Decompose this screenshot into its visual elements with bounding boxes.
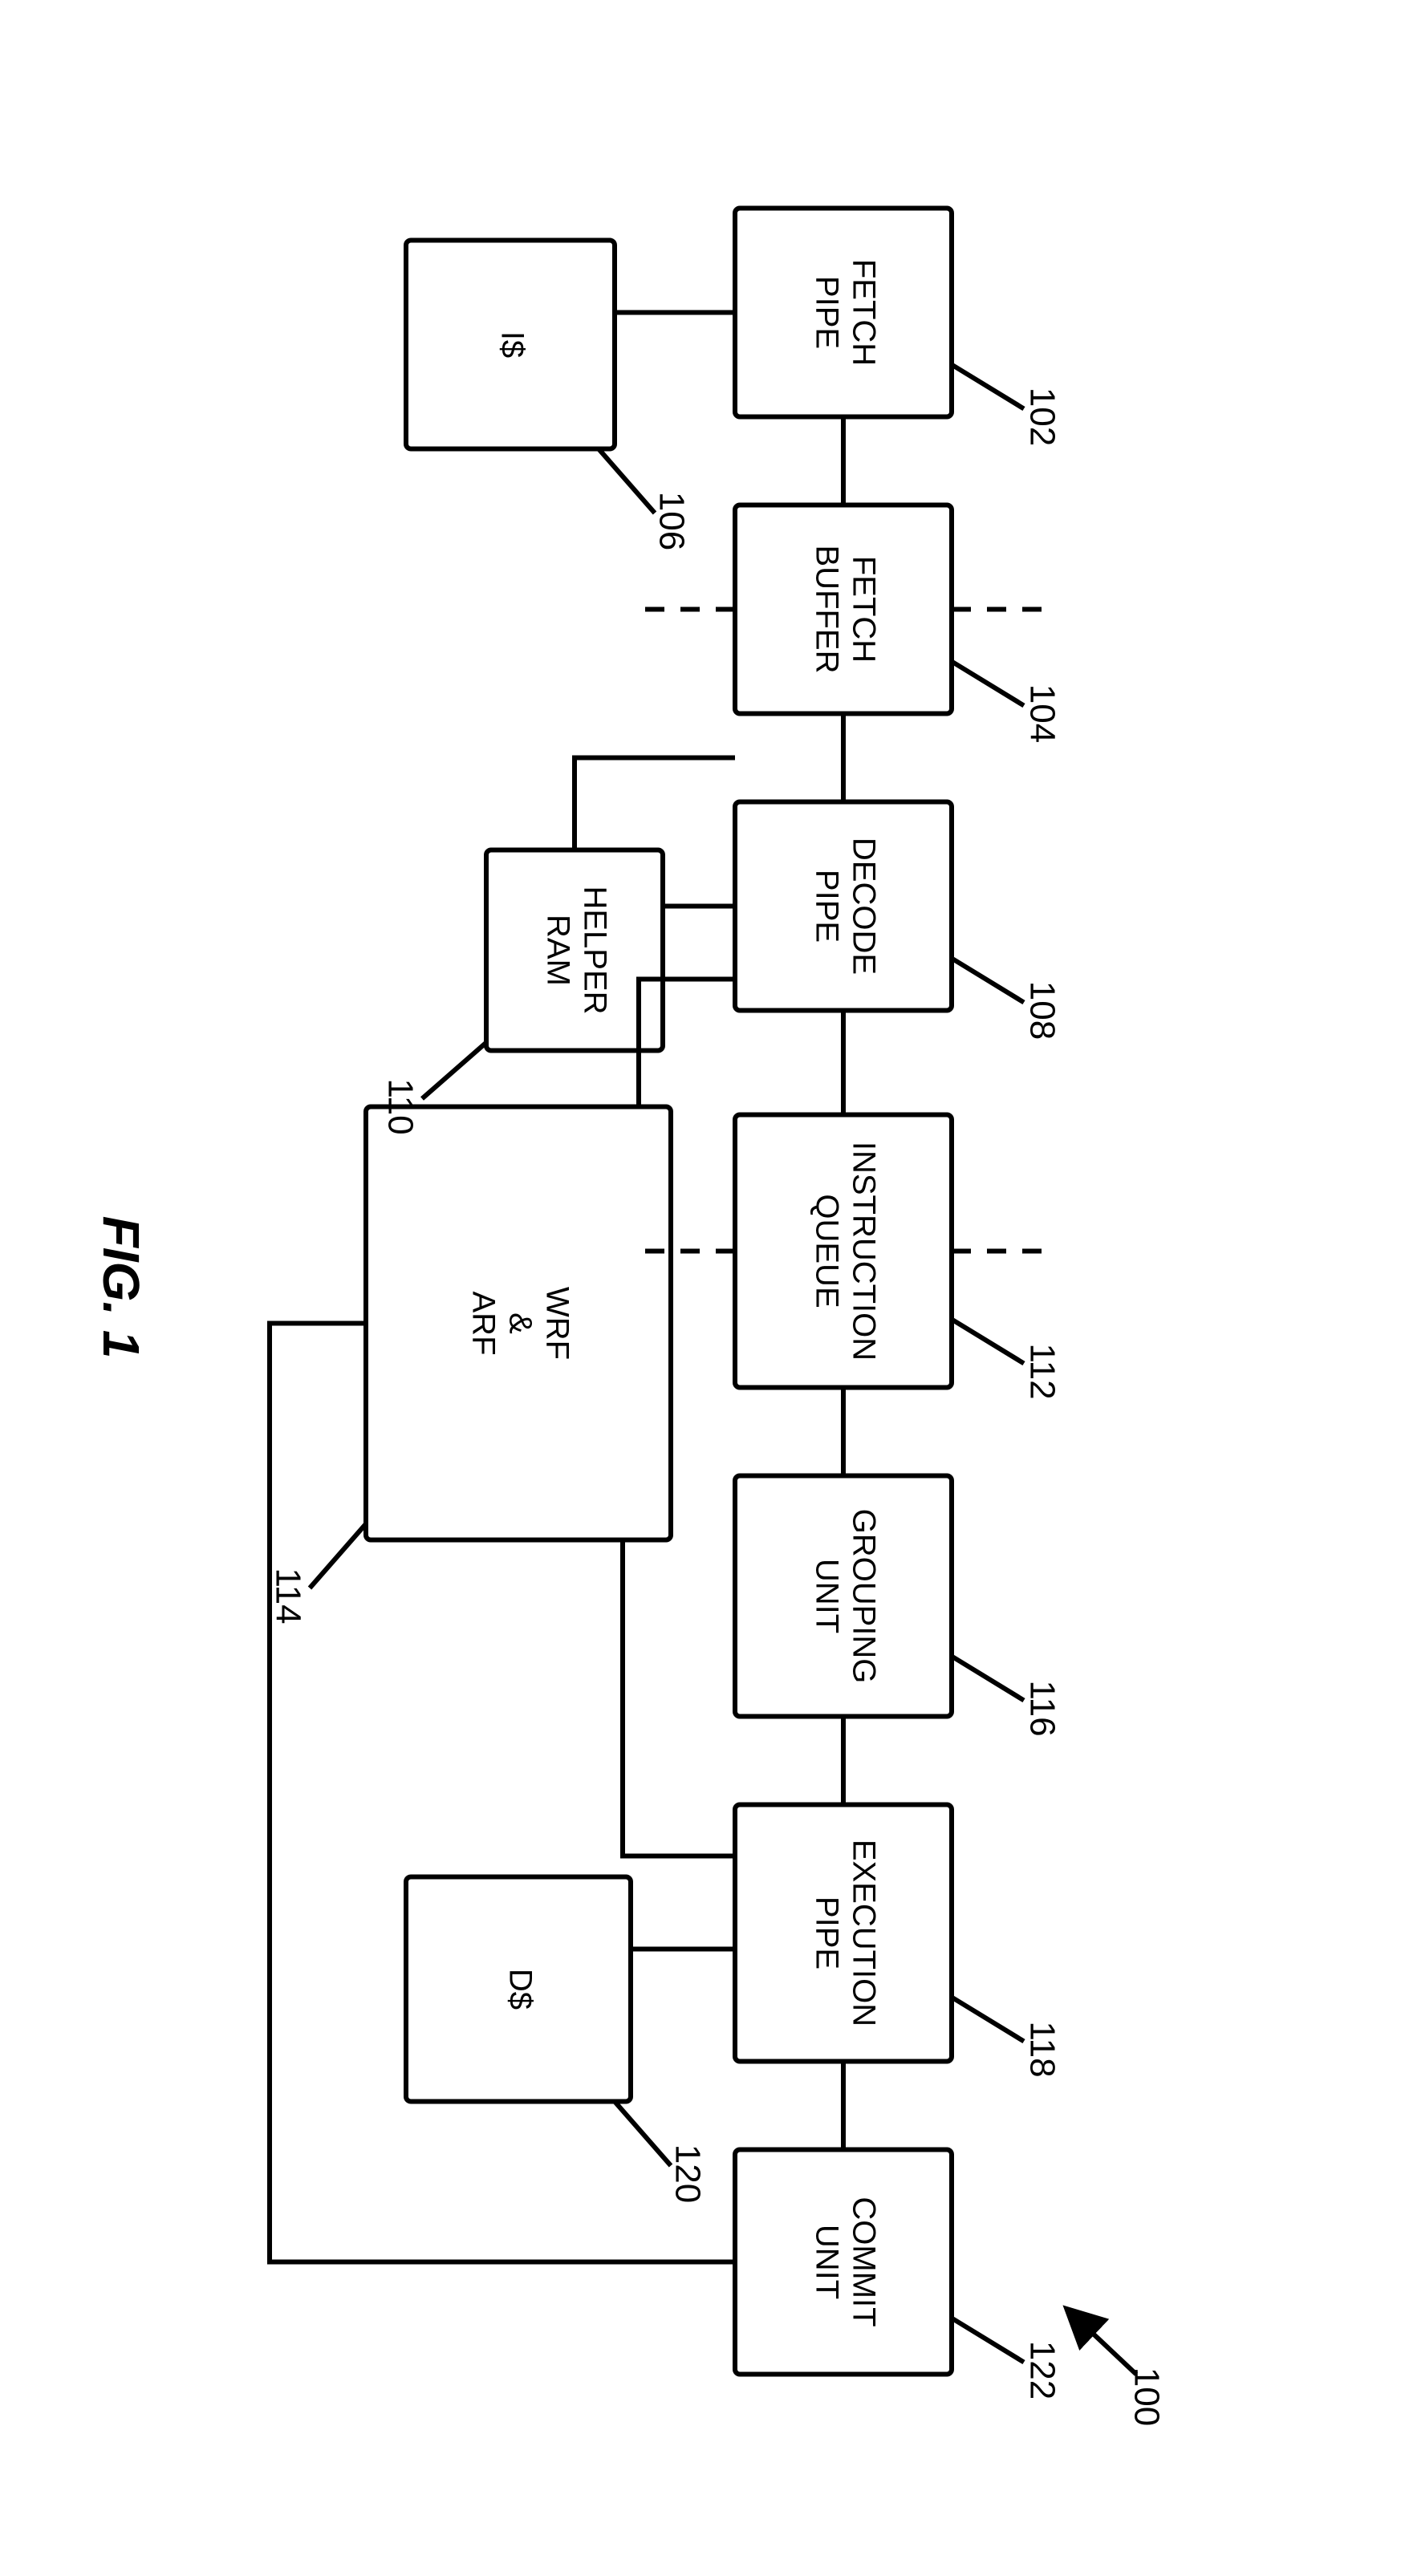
grouping-ref: 116: [1022, 1680, 1062, 1736]
exec_pipe-label: EXECUTION: [846, 1840, 881, 2026]
instr_queue-label: QUEUE: [809, 1194, 844, 1308]
helper_ram-label: HELPER: [577, 886, 612, 1014]
overall-ref-arrow: [1068, 2310, 1136, 2375]
instr_queue-ref: 112: [1022, 1343, 1062, 1399]
commit-ref-leader: [952, 2318, 1024, 2363]
fetch_pipe-ref-leader: [952, 365, 1024, 409]
exec_pipe-label: PIPE: [809, 1897, 844, 1970]
fetch_buffer-ref: 104: [1022, 684, 1062, 743]
dcache-ref: 120: [668, 2144, 707, 2203]
commit-label: UNIT: [809, 2225, 844, 2299]
icache-ref-leader: [599, 449, 655, 513]
grouping-label: GROUPING: [846, 1509, 881, 1684]
commit-ref: 122: [1022, 2341, 1062, 2400]
fetch_pipe-label: PIPE: [809, 276, 844, 349]
icache-ref: 106: [652, 492, 691, 550]
dcache-label: D$: [502, 1969, 538, 2010]
commit-label: COMMIT: [846, 2197, 881, 2327]
grouping-ref-leader: [952, 1657, 1024, 1701]
fetch_pipe-ref: 102: [1022, 387, 1062, 446]
helper_ram-ref: 110: [380, 1078, 420, 1134]
helper_ram-label: RAM: [540, 915, 575, 986]
decode_pipe-label: DECODE: [846, 838, 881, 975]
wrf_arf-label: ARF: [465, 1292, 501, 1356]
refs-layer: 102 104 108 112 116 118 122 106 110 114 120 100: [268, 365, 1166, 2427]
fetch_pipe-label: FETCH: [846, 259, 881, 366]
fetch_buffer-label: FETCH: [846, 556, 881, 663]
exec_pipe-ref-leader: [952, 1998, 1024, 2042]
wrf_arf-ref-leader: [310, 1524, 366, 1588]
wire-decode-wrf: [639, 980, 735, 1107]
icache-label: I$: [494, 331, 530, 358]
decode_pipe-ref-leader: [952, 959, 1024, 1003]
labels-layer: FETCHPIPEFETCHBUFFERDECODEPIPEINSTRUCTIO…: [465, 259, 881, 2327]
wire-helper-to-bus: [575, 758, 735, 850]
fetch_buffer-label: BUFFER: [809, 546, 844, 674]
grouping-label: UNIT: [809, 1559, 844, 1633]
wrf_arf-ref: 114: [268, 1568, 307, 1624]
overall-ref: 100: [1127, 2367, 1166, 2426]
wrf_arf-label: WRF: [539, 1287, 575, 1360]
wire-wrf-exec: [623, 1540, 735, 1856]
misc-layer: FIG. 1: [92, 1216, 150, 1359]
decode_pipe-ref: 108: [1022, 981, 1062, 1040]
figure-caption: FIG. 1: [92, 1216, 150, 1359]
decode_pipe-label: PIPE: [809, 870, 844, 943]
instr_queue-label: INSTRUCTION: [846, 1142, 881, 1361]
wire-commit-wrf: [270, 1324, 735, 2262]
wrf_arf-label: &: [502, 1312, 538, 1334]
fetch_buffer-ref-leader: [952, 662, 1024, 706]
instr_queue-ref-leader: [952, 1320, 1024, 1364]
helper_ram-ref-leader: [422, 1043, 486, 1099]
wires-layer: [270, 313, 1048, 2262]
exec_pipe-ref: 118: [1022, 2021, 1062, 2077]
dcache-ref-leader: [615, 2102, 671, 2166]
